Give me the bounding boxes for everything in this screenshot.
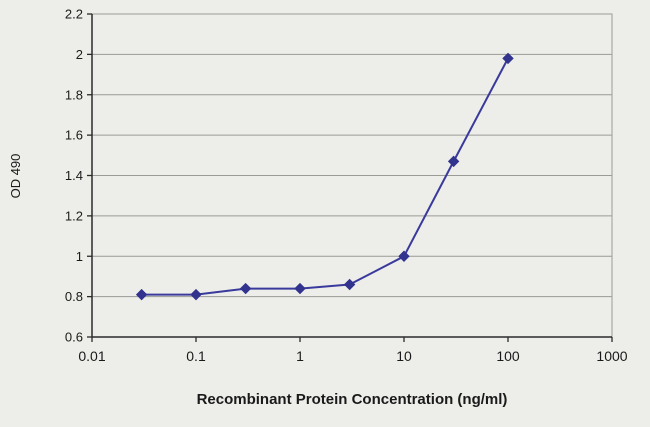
data-point-marker	[239, 282, 252, 295]
y-axis-title: OD 490	[8, 154, 23, 199]
x-tick-label: 1	[296, 348, 304, 364]
x-tick-label: 0.1	[186, 348, 206, 364]
data-point-marker	[343, 278, 356, 291]
x-tick-label: 1000	[596, 348, 627, 364]
data-point-marker	[294, 282, 306, 295]
x-tick-label: 0.01	[78, 348, 105, 364]
y-tick-label: 1.6	[65, 128, 83, 143]
data-point-marker	[447, 155, 460, 168]
y-tick-label: 1	[76, 249, 83, 264]
y-tick-label: 1.8	[65, 87, 83, 102]
data-point-marker	[135, 288, 148, 301]
y-tick-label: 2.2	[65, 7, 83, 22]
data-point-marker	[398, 250, 410, 262]
data-line	[140, 57, 509, 296]
y-tick-label: 1.4	[65, 168, 83, 183]
y-tick-label: 0.8	[65, 289, 83, 304]
x-tick-label: 10	[396, 348, 412, 364]
data-point-marker	[190, 288, 202, 301]
y-tick-label: 0.6	[65, 330, 83, 345]
x-axis-title: Recombinant Protein Concentration (ng/ml…	[197, 391, 508, 408]
y-tick-label: 2	[76, 47, 83, 62]
data-point-marker	[502, 52, 514, 65]
y-tick-label: 1.2	[65, 208, 83, 223]
x-tick-label: 100	[496, 348, 520, 364]
